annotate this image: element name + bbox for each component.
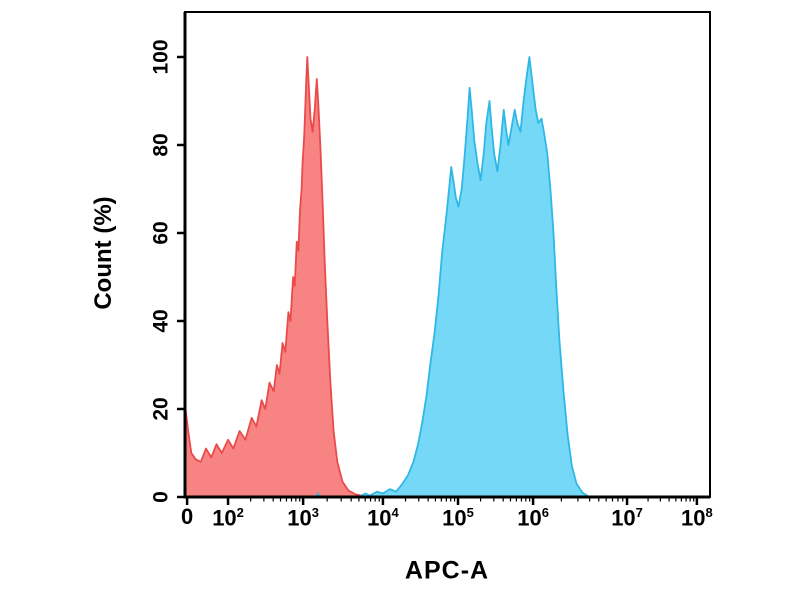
x-tick-label: 102 [212,505,244,531]
x-tick-label: 0 [180,504,194,529]
y-tick-label: 0 [149,491,173,503]
y-tick-label: 80 [149,133,173,157]
red-population-area [185,57,372,497]
y-axis-title: Count (%) [90,196,117,310]
y-tick-label: 60 [149,221,173,245]
blue-population-area [316,57,590,497]
x-tick-label: 104 [367,505,399,531]
x-tick-label: 105 [442,505,474,531]
y-tick-label: 100 [149,39,173,75]
x-tick-label: 108 [681,505,713,531]
x-tick-label: 106 [517,505,549,531]
x-tick-label: 107 [611,505,643,531]
y-tick-label: 40 [149,309,173,333]
red-population-outline [184,56,372,498]
y-tick-label: 20 [149,397,173,421]
x-tick-label: 103 [287,505,319,531]
blue-population-outline [315,56,590,498]
x-axis-title: APC-A [404,556,490,585]
